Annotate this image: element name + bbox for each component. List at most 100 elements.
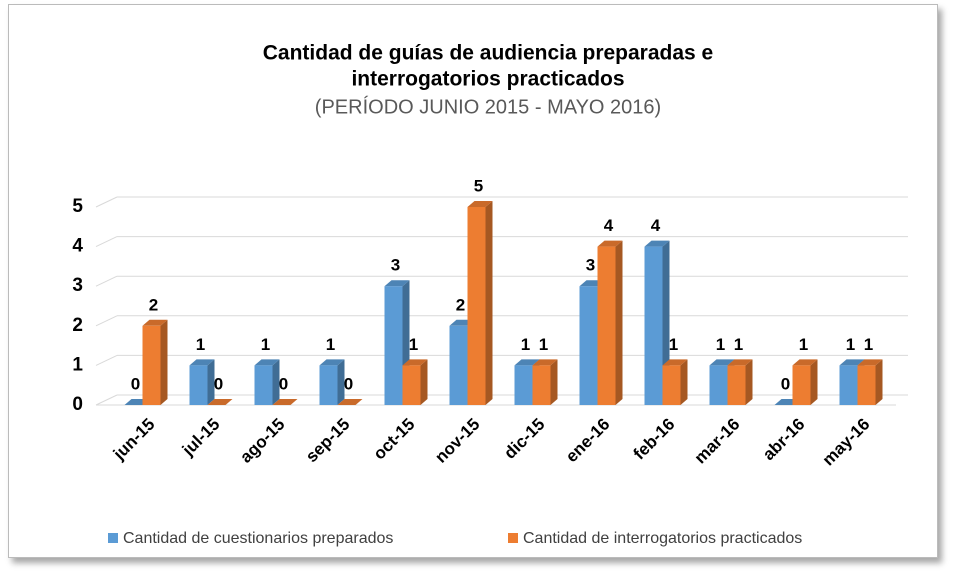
- bar: [514, 365, 533, 405]
- x-tick-label: ago-15: [236, 415, 288, 467]
- data-label: 1: [261, 335, 270, 354]
- bar-top: [337, 399, 363, 405]
- bar: [449, 325, 468, 405]
- data-label: 5: [474, 176, 483, 195]
- x-tick-label: sep-15: [302, 415, 354, 467]
- bar-top: [402, 359, 428, 366]
- y-tick-label: 2: [72, 315, 83, 336]
- bar: [532, 365, 551, 405]
- x-tick-label: mar-16: [691, 415, 744, 468]
- data-label: 1: [409, 335, 418, 354]
- bar-side: [875, 359, 883, 405]
- legend-label: Cantidad de cuestionarios preparados: [123, 530, 393, 547]
- data-label: 1: [864, 335, 873, 354]
- bar: [792, 365, 811, 405]
- data-label: 0: [344, 374, 353, 393]
- x-tick-label: dic-15: [500, 415, 548, 463]
- y-tick-label: 0: [72, 394, 83, 415]
- bar-top: [272, 399, 298, 405]
- bar-top: [514, 359, 540, 366]
- bar: [142, 325, 161, 405]
- grid-line: [95, 354, 118, 366]
- x-tick-label: ene-16: [562, 415, 614, 467]
- bar-side: [680, 359, 688, 405]
- bar: [189, 365, 208, 405]
- data-label: 1: [799, 335, 808, 354]
- data-label: 1: [669, 335, 678, 354]
- x-tick-label: abr-16: [759, 415, 809, 465]
- data-label: 1: [539, 335, 548, 354]
- bar-top: [662, 359, 688, 366]
- bar-top: [254, 359, 280, 366]
- bar: [727, 365, 746, 405]
- bar-side: [160, 319, 168, 405]
- data-label: 0: [214, 374, 223, 393]
- x-tick-label: jul-15: [178, 415, 224, 461]
- data-label: 1: [716, 335, 725, 354]
- bar: [709, 365, 728, 405]
- bar-side: [810, 359, 818, 405]
- bar-top: [467, 201, 493, 207]
- data-label: 1: [196, 335, 205, 354]
- legend-swatch: [108, 533, 118, 543]
- x-tick-label: nov-15: [431, 415, 483, 467]
- data-label: 1: [846, 335, 855, 354]
- bar: [319, 365, 338, 405]
- y-tick-label: 5: [72, 196, 83, 217]
- bar-top: [727, 359, 753, 366]
- x-tick-label: jun-15: [109, 415, 159, 465]
- y-tick-label: 1: [72, 354, 83, 375]
- bar-top: [207, 399, 233, 405]
- grid-line: [95, 196, 118, 208]
- bar: [579, 286, 598, 405]
- y-tick-label: 4: [72, 236, 83, 257]
- chart-subtitle: (PERÍODO JUNIO 2015 - MAYO 2016): [315, 95, 661, 118]
- data-label: 2: [456, 295, 465, 314]
- data-label: 3: [586, 256, 595, 275]
- bar: [467, 207, 486, 405]
- legend-label: Cantidad de interrogatorios practicados: [523, 530, 802, 547]
- bar-top: [709, 359, 735, 366]
- bar-top: [839, 359, 865, 366]
- bar-side: [420, 359, 428, 405]
- data-label: 0: [279, 374, 288, 393]
- bar-side: [550, 359, 558, 405]
- data-label: 0: [781, 374, 790, 393]
- x-tick-label: feb-16: [630, 415, 679, 464]
- bar-top: [532, 359, 558, 366]
- grid-line: [95, 394, 118, 406]
- grid-line: [95, 275, 118, 287]
- x-tick-label: oct-15: [370, 415, 419, 464]
- data-label: 4: [604, 216, 614, 235]
- data-label: 1: [734, 335, 743, 354]
- grid-line: [95, 236, 118, 248]
- bar-top: [384, 280, 410, 287]
- grid-line: [95, 315, 118, 327]
- legend-swatch: [508, 533, 518, 543]
- bar: [644, 246, 663, 405]
- data-label: 1: [326, 335, 335, 354]
- chart-title: Cantidad de guías de audiencia preparada…: [263, 42, 713, 65]
- bar-top: [792, 359, 818, 366]
- bar-side: [272, 359, 280, 405]
- bar: [857, 365, 876, 405]
- bar-top: [189, 359, 215, 366]
- bar: [402, 365, 421, 405]
- bar-top: [857, 359, 883, 366]
- x-tick-label: may-16: [819, 415, 874, 470]
- bar: [384, 286, 403, 405]
- y-tick-label: 3: [72, 275, 83, 296]
- data-label: 1: [521, 335, 530, 354]
- bar-top: [597, 240, 623, 247]
- bar-side: [485, 201, 493, 405]
- data-label: 0: [131, 374, 140, 393]
- bar-side: [207, 359, 215, 405]
- bar: [839, 365, 858, 405]
- bar-side: [337, 359, 345, 405]
- data-label: 2: [149, 295, 158, 314]
- bar: [597, 246, 616, 405]
- bar-top: [142, 319, 168, 326]
- bar-top: [319, 359, 345, 366]
